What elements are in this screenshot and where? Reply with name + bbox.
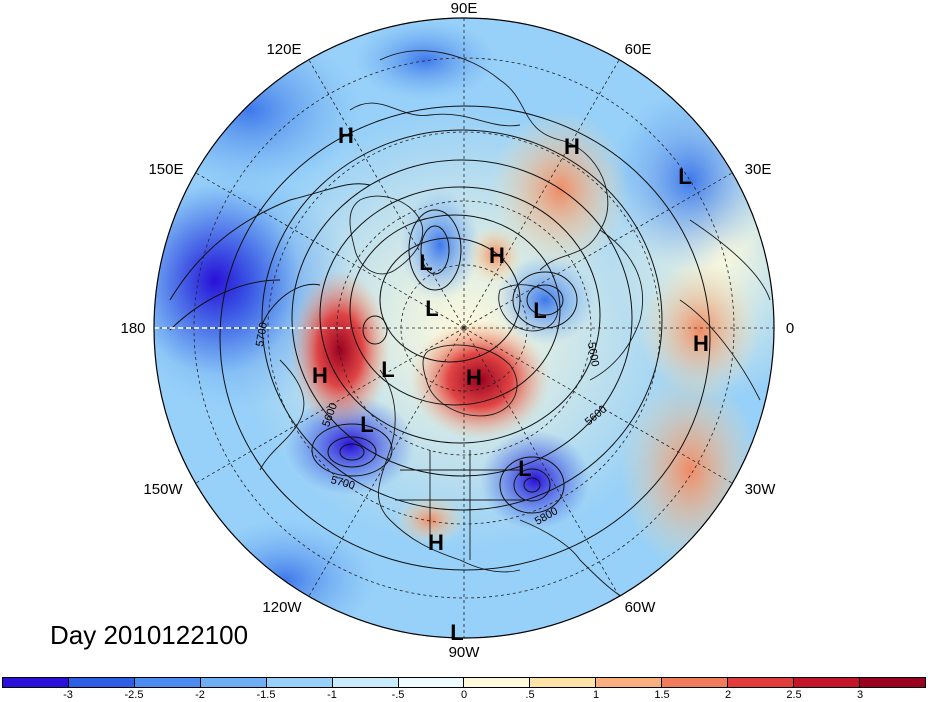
high-center: H [489,243,505,268]
map-border [153,17,775,639]
lon-label-30e: 30E [745,161,772,178]
lon-label-60e: 60E [625,41,652,58]
low-center: L [360,412,373,437]
contour-labels: 5700 5600 5600 5700 5600 5800 [254,321,609,527]
anomaly-field [154,18,774,638]
date-label: Day 2010122100 [50,620,249,650]
low-center: L [381,357,394,382]
high-center: H [466,365,482,390]
colorbar-cell [662,678,729,687]
colorbar-tick-label: -2.5 [124,689,144,701]
colorbar-cell [859,678,925,687]
colorbar-cell [200,678,267,687]
colorbar [2,677,926,688]
coastlines [259,50,771,606]
low-center: L [518,456,531,481]
colorbar-cell [134,678,201,687]
low-center: L [419,250,432,275]
colorbar-tick-label: 2.5 [786,689,802,701]
lon-label-180: 180 [120,320,145,337]
colorbar-tick-label: 3 [856,689,864,701]
colorbar-tick-label: 1 [592,689,600,701]
high-center: H [428,530,444,555]
colorbar-cell [266,678,333,687]
colorbar-cell [794,678,860,687]
low-center: L [533,298,546,323]
colorbar-tick-label: -2 [195,689,205,701]
lon-label-120e: 120E [266,41,301,58]
contour-label: 5600 [585,341,601,367]
low-center: L [425,296,438,321]
colorbar-tick-label: -1.5 [256,689,276,701]
colorbar-cell [530,678,597,687]
colorbar-cell [3,678,69,687]
contour-label: 5700 [254,321,270,347]
lon-label-0: 0 [786,320,794,337]
colorbar-cell [464,678,531,687]
colorbar-tick-label: .5 [525,689,535,701]
lon-label-30w: 30W [745,481,777,498]
colorbar-cell [68,678,135,687]
colorbar-tick-label: -.5 [391,689,405,701]
colorbar-tick-label: -3 [63,689,73,701]
colorbar-tick-label: 1.5 [654,689,670,701]
colorbar-cell [596,678,663,687]
colorbar-cell [398,678,465,687]
lon-label-90w: 90W [449,644,481,661]
longitude-labels: 90E 60E 30E 0 30W 60W 90W 120W 150W 180 … [120,0,794,661]
lon-label-60w: 60W [625,599,657,616]
colorbar-cell [728,678,795,687]
high-center: H [338,123,354,148]
low-center: L [678,164,691,189]
high-center: H [312,363,328,388]
colorbar-cell [332,678,399,687]
low-center: L [450,620,463,645]
lon-label-120w: 120W [262,599,302,616]
height-contours [169,105,711,571]
colorbar-tick-label: -1 [327,689,337,701]
high-center: H [564,134,580,159]
colorbar-tick-label: 2 [724,689,732,701]
lon-label-150e: 150E [148,161,183,178]
pressure-centers: H H L L H L L H H L H L L H L [312,123,709,645]
colorbar-tick-label: 0 [460,689,468,701]
high-center: H [693,331,709,356]
lon-label-90e: 90E [451,0,478,17]
lon-label-150w: 150W [143,481,183,498]
